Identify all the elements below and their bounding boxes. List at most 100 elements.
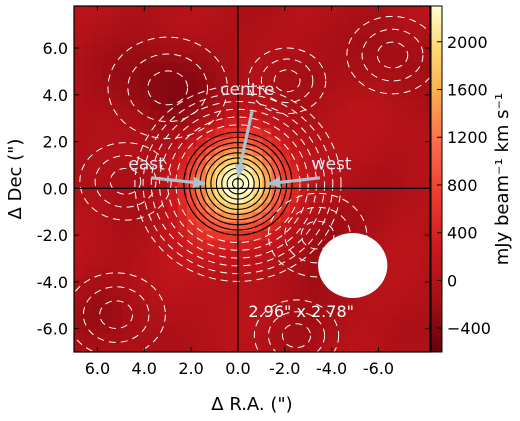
heatmap-cell [186, 71, 197, 82]
heatmap-cell [383, 258, 394, 269]
heatmap-cell [242, 71, 253, 82]
heatmap-cell [120, 342, 131, 352]
heatmap-cell [252, 174, 262, 185]
heatmap-cell [326, 118, 337, 129]
heatmap-cell [83, 249, 94, 260]
heatmap-cell [355, 323, 366, 334]
heatmap-cell [111, 202, 122, 213]
heatmap-cell [364, 211, 375, 222]
heatmap-cell [355, 136, 366, 147]
heatmap-cell [383, 6, 394, 16]
heatmap-cell [83, 15, 94, 26]
heatmap-cell [383, 164, 394, 175]
heatmap-cell [195, 52, 206, 63]
heatmap-cell [326, 127, 337, 138]
heatmap-cell [148, 249, 159, 260]
heatmap-cell [392, 127, 403, 138]
heatmap-cell [383, 193, 394, 203]
heatmap-cell [326, 323, 337, 334]
heatmap-cell [120, 62, 131, 73]
heatmap-cell [158, 202, 169, 213]
heatmap-cell [74, 174, 84, 185]
heatmap-cell [186, 15, 197, 26]
heatmap-cell [74, 24, 84, 35]
heatmap-cell [401, 314, 412, 325]
heatmap-cell [120, 193, 131, 203]
heatmap-cell [373, 211, 384, 222]
heatmap-cell [383, 230, 394, 241]
heatmap-cell [158, 258, 169, 269]
heatmap-cell [242, 15, 253, 26]
heatmap-cell [223, 90, 234, 101]
heatmap-cell [148, 108, 159, 119]
heatmap-cell [326, 15, 337, 26]
heatmap-cell [214, 193, 225, 203]
heatmap-cell [177, 333, 188, 344]
heatmap-cell [148, 62, 159, 73]
heatmap-cell [345, 52, 356, 63]
heatmap-cell [252, 146, 262, 157]
heatmap-cell [336, 6, 347, 16]
heatmap-cell [326, 24, 337, 35]
heatmap-cell [373, 221, 384, 232]
heatmap-cell [280, 43, 291, 54]
heatmap-cell [111, 127, 122, 138]
heatmap-cell [270, 34, 281, 45]
heatmap-cell [373, 174, 384, 185]
heatmap-cell [308, 52, 319, 63]
heatmap-cell [148, 258, 159, 269]
heatmap-cell [111, 221, 122, 232]
heatmap-cell [392, 249, 403, 260]
heatmap-cell [177, 99, 188, 110]
heatmap-cell [355, 15, 366, 26]
heatmap-cell [74, 295, 84, 306]
heatmap-cell [298, 286, 309, 297]
heatmap-cell [92, 43, 103, 54]
heatmap-cell [214, 305, 225, 316]
heatmap-cell [102, 6, 113, 16]
heatmap-cell [289, 249, 300, 260]
heatmap-cell [186, 314, 197, 325]
heatmap-cell [270, 164, 281, 175]
heatmap-cell [111, 277, 122, 288]
heatmap-cell [298, 258, 309, 269]
heatmap-cell [345, 342, 356, 352]
heatmap-cell [111, 230, 122, 241]
heatmap-cell [167, 277, 178, 288]
heatmap-cell [74, 146, 84, 157]
heatmap-cell [392, 99, 403, 110]
heatmap-cell [205, 108, 216, 119]
heatmap-cell [252, 164, 262, 175]
heatmap-cell [195, 277, 206, 288]
heatmap-cell [214, 202, 225, 213]
heatmap-cell [139, 62, 150, 73]
heatmap-cell [317, 15, 328, 26]
x-tick-label: 0.0 [225, 359, 250, 378]
heatmap-cell [223, 249, 234, 260]
heatmap-cell [420, 295, 430, 306]
heatmap-cell [401, 24, 412, 35]
heatmap-cell [223, 295, 234, 306]
heatmap-cell [74, 71, 84, 82]
heatmap-cell [102, 99, 113, 110]
heatmap-cell [158, 127, 169, 138]
heatmap-cell [261, 267, 272, 278]
heatmap-cell [177, 267, 188, 278]
heatmap-cell [102, 90, 113, 101]
heatmap-cell [148, 155, 159, 166]
heatmap-cell [345, 118, 356, 129]
heatmap-cell [223, 323, 234, 334]
heatmap-cell [411, 323, 422, 334]
heatmap-cell [252, 230, 262, 241]
heatmap-cell [252, 24, 262, 35]
heatmap-cell [120, 118, 131, 129]
heatmap-cell [308, 136, 319, 147]
heatmap-cell [289, 286, 300, 297]
heatmap-cell [289, 99, 300, 110]
heatmap-cell [392, 277, 403, 288]
heatmap-cell [242, 221, 253, 232]
heatmap-cell [167, 314, 178, 325]
heatmap-cell [252, 52, 262, 63]
heatmap-cell [223, 174, 234, 185]
heatmap-cell [317, 34, 328, 45]
